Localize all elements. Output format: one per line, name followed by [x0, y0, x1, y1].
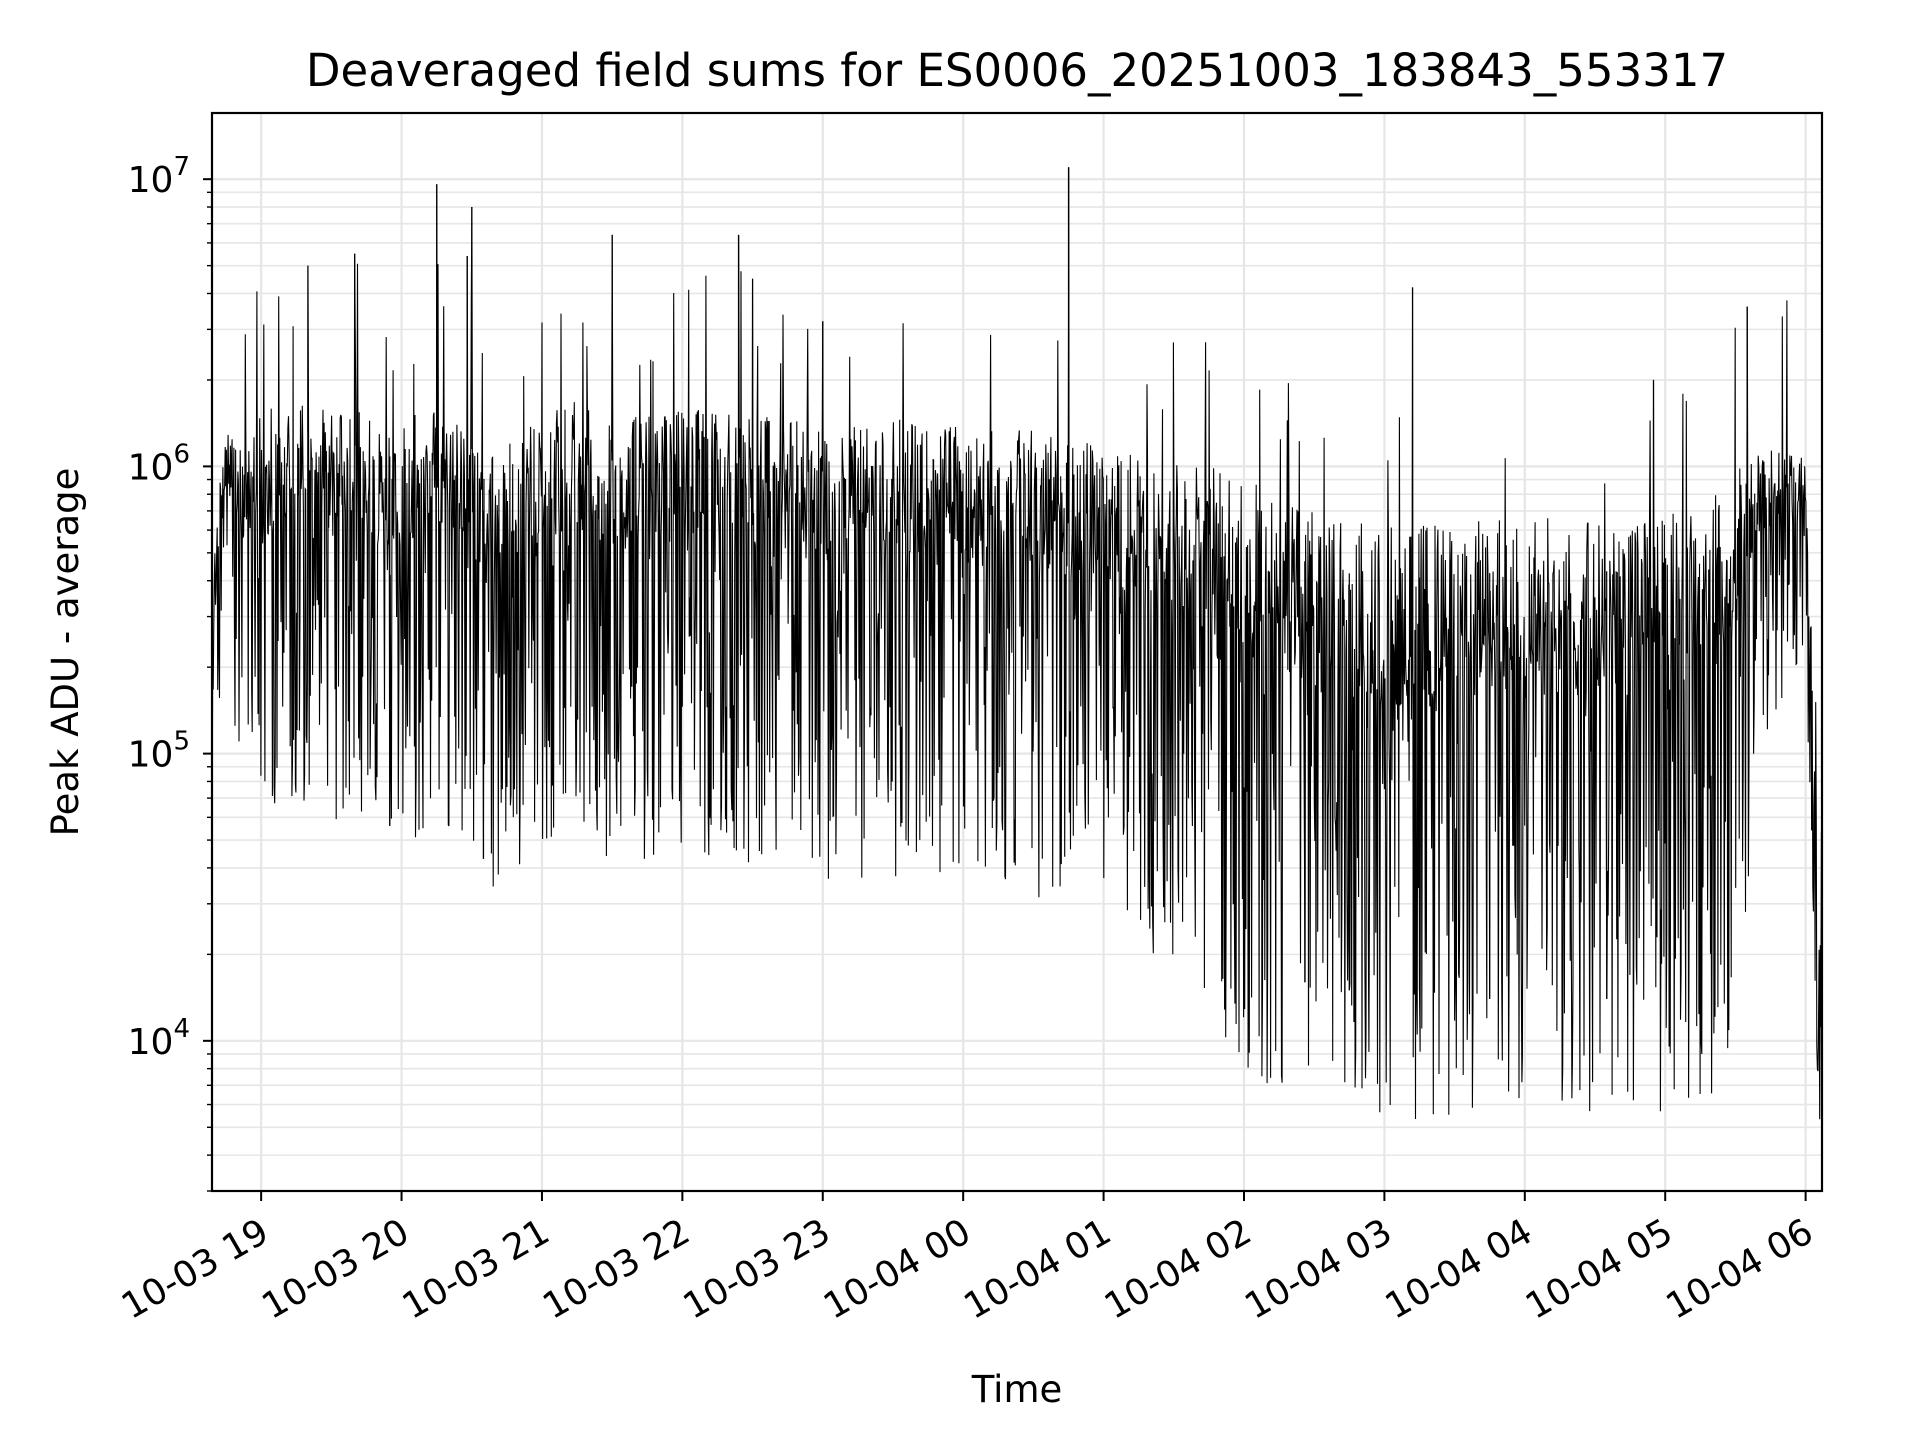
y-tick-label: 104 — [128, 1014, 190, 1063]
y-tick-label: 106 — [128, 439, 190, 488]
series-layer — [211, 167, 1823, 1120]
y-tick-label: 107 — [128, 152, 190, 201]
chart-title: Deaveraged field sums for ES0006_2025100… — [306, 44, 1728, 97]
plot-frame — [210, 111, 1824, 1193]
y-axis: 104 105 106 107 — [128, 152, 212, 1192]
series-line — [211, 167, 1823, 1120]
y-axis-label: Peak ADU - average — [44, 468, 87, 837]
y-tick-label: 105 — [128, 727, 190, 776]
x-axis-label: Time — [971, 1368, 1063, 1411]
